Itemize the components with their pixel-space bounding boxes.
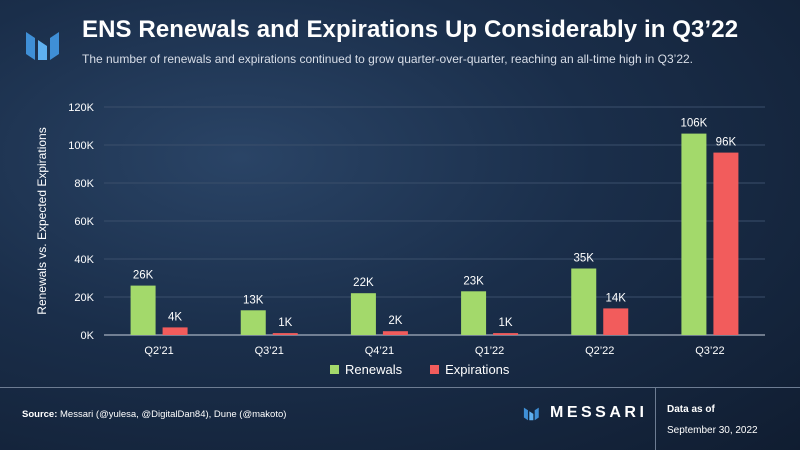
legend-swatch-renewals bbox=[330, 365, 339, 374]
chart-legend: Renewals Expirations bbox=[330, 362, 509, 377]
bar-renewals bbox=[240, 310, 266, 335]
bar-expirations bbox=[162, 327, 188, 335]
data-label: 1K bbox=[499, 317, 513, 329]
x-tick-label: Q4’21 bbox=[365, 345, 394, 357]
bar-renewals bbox=[461, 291, 487, 335]
source-label: Source: bbox=[22, 409, 58, 420]
bar-expirations bbox=[493, 333, 519, 335]
x-tick-label: Q3’21 bbox=[255, 345, 284, 357]
source-text: Messari (@yulesa, @DigitalDan84), Dune (… bbox=[57, 409, 287, 420]
data-as-of-label: Data as of bbox=[667, 404, 715, 415]
x-tick-label: Q2’22 bbox=[585, 345, 614, 357]
source-note: Source: Messari (@yulesa, @DigitalDan84)… bbox=[22, 409, 286, 420]
data-label: 4K bbox=[168, 311, 182, 323]
bar-chart: 0K 20K 40K 60K 80K 100K 120K Renewals vs. Expec… bbox=[35, 102, 765, 357]
messari-logo-icon bbox=[523, 407, 539, 421]
data-date: September 30, 2022 bbox=[667, 425, 758, 436]
data-label: 22K bbox=[353, 277, 374, 289]
legend-label-expirations: Expirations bbox=[445, 362, 510, 377]
data-label: 23K bbox=[463, 275, 484, 287]
y-tick-label: 100K bbox=[68, 140, 94, 152]
x-tick-label: Q3’22 bbox=[695, 345, 724, 357]
bar-renewals bbox=[571, 268, 597, 335]
legend-item-renewals: Renewals bbox=[330, 362, 402, 377]
x-tick-label: Q2’21 bbox=[144, 345, 173, 357]
footer-divider bbox=[0, 387, 800, 388]
bar-renewals bbox=[130, 285, 156, 335]
brand-name: MESSARI bbox=[550, 404, 648, 421]
bar-expirations bbox=[272, 333, 298, 335]
data-label: 1K bbox=[278, 317, 292, 329]
y-axis-label: Renewals vs. Expected Expirations bbox=[35, 127, 49, 314]
x-tick-label: Q1’22 bbox=[475, 345, 504, 357]
y-tick-label: 80K bbox=[74, 178, 94, 190]
data-label: 14K bbox=[606, 292, 627, 304]
data-label: 106K bbox=[680, 118, 707, 130]
bar-expirations bbox=[382, 331, 408, 335]
brand-mark: MESSARI bbox=[522, 404, 647, 422]
messari-logo-icon bbox=[26, 32, 59, 60]
y-tick-label: 60K bbox=[74, 216, 94, 228]
footer-vertical-divider bbox=[655, 388, 656, 450]
y-tick-label: 0K bbox=[81, 330, 95, 342]
chart-subtitle: The number of renewals and expirations c… bbox=[82, 52, 694, 66]
legend-item-expirations: Expirations bbox=[430, 362, 509, 377]
y-tick-label: 20K bbox=[74, 292, 94, 304]
bar-renewals bbox=[350, 293, 376, 335]
y-tick-label: 120K bbox=[68, 102, 94, 114]
bar-renewals bbox=[681, 133, 707, 335]
legend-swatch-expirations bbox=[430, 365, 440, 374]
chart-title: ENS Renewals and Expirations Up Consider… bbox=[82, 16, 739, 43]
data-label: 26K bbox=[133, 270, 154, 282]
y-tick-label: 40K bbox=[74, 254, 94, 266]
data-label: 13K bbox=[243, 294, 264, 306]
data-label: 35K bbox=[574, 253, 595, 265]
bar-expirations bbox=[603, 308, 629, 335]
data-label: 96K bbox=[716, 137, 737, 149]
bar-expirations bbox=[713, 152, 739, 335]
data-label: 2K bbox=[388, 315, 402, 327]
legend-label-renewals: Renewals bbox=[345, 362, 403, 377]
